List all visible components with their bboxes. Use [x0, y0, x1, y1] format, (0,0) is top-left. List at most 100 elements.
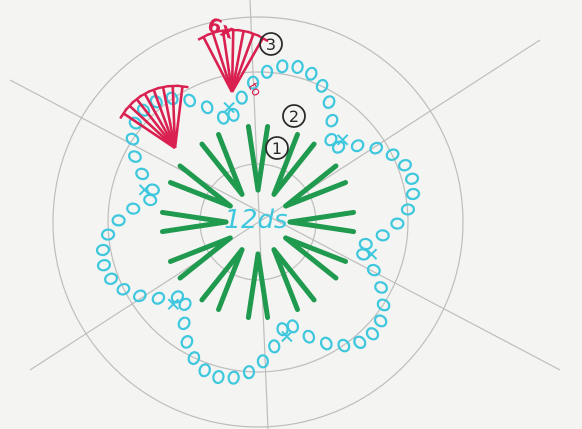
treble-stitch-23 [199, 141, 245, 197]
single-crochet-3 [281, 330, 293, 343]
round-3-badge-circle [259, 32, 283, 56]
guide-spoke-1 [9, 79, 561, 371]
treble-stitch-4 [271, 141, 317, 197]
chain-stitch-22 [358, 237, 373, 251]
chain-stitch-38 [227, 370, 240, 385]
chain-stitch-64 [183, 93, 197, 108]
chain-stitch-56 [145, 183, 160, 196]
chain-stitch-15 [385, 148, 400, 162]
chain-stitch-31 [319, 336, 333, 351]
chain-stitch-14 [369, 141, 384, 155]
stitch-top-bar-9 [197, 33, 210, 41]
treble-stitch-16 [199, 247, 245, 303]
chain-stitch-46 [151, 291, 166, 305]
single-crochet-4 [167, 298, 180, 310]
treble-stitch-10 [283, 235, 339, 281]
chain-stitch-48 [116, 282, 131, 296]
chain-stitch-45 [170, 290, 185, 304]
double-crochet-7 [171, 85, 177, 149]
treble-stitch-14 [245, 251, 261, 321]
chain-stitch-39 [212, 369, 225, 385]
chain-stitch-35 [268, 339, 281, 354]
treble-stitch-12 [271, 247, 300, 313]
chain-stitch-32 [302, 329, 316, 344]
chain-stitch-16 [397, 158, 412, 172]
chain-stitch-27 [373, 314, 388, 328]
chain-stitch-11 [324, 132, 338, 147]
treble-stitch-6 [283, 180, 349, 209]
double-crochet-12 [230, 29, 235, 93]
chain-stitch-53 [111, 214, 126, 227]
chain-stitch-41 [187, 351, 201, 366]
double-crochet-10 [211, 32, 234, 93]
chain-stitch-66 [216, 110, 230, 125]
treble-stitch-11 [271, 247, 317, 303]
double-crochet-9 [202, 36, 234, 93]
treble-stitch-9 [283, 235, 349, 264]
chain-stitch-49 [104, 272, 119, 286]
double-crochet-1 [122, 112, 176, 150]
treble-stitch-1 [245, 123, 261, 193]
double-crochet-4 [143, 93, 177, 149]
chain-stitch-23 [356, 248, 371, 261]
chain-stitch-29 [353, 335, 367, 349]
chain-stitch-3 [247, 75, 260, 90]
chain-stitch-44 [178, 297, 192, 312]
treble-stitch-8 [287, 219, 357, 235]
center-stitch-count: 12ds [224, 205, 287, 235]
double-crochet-14 [230, 33, 255, 93]
guide-circle-middle [107, 71, 409, 373]
double-crochet-2 [128, 104, 176, 149]
chain-stitch-37 [242, 365, 256, 380]
chain-stitch-18 [405, 187, 421, 201]
chain-stitch-7 [305, 66, 318, 81]
double-crochet-8 [173, 86, 184, 149]
treble-stitch-7 [287, 209, 357, 225]
chain-stitch-51 [95, 243, 111, 257]
chain-stitch-30 [337, 338, 351, 353]
round-3-stitch-fans [119, 28, 269, 150]
chain-stitch-28 [365, 327, 380, 341]
stitch-top-bar-11 [216, 28, 230, 33]
treble-stitch-17 [177, 235, 233, 281]
chain-stitch-12 [331, 140, 346, 154]
treble-stitch-18 [167, 235, 233, 264]
chain-stitch-26 [376, 298, 391, 312]
chain-stitch-21 [375, 229, 390, 242]
chain-stitch-42 [180, 335, 194, 349]
treble-stitch-20 [159, 209, 229, 225]
guide-spoke-3 [249, 0, 269, 429]
chain-stitch-57 [135, 167, 150, 181]
stitch-top-bar-13 [237, 28, 250, 34]
round-3-number: 3 [266, 35, 276, 54]
chain-stitch-6 [291, 59, 304, 75]
chain-stitch-24 [366, 263, 381, 277]
chain-stitch-19 [400, 203, 416, 216]
treble-stitch-15 [216, 247, 245, 313]
treble-stitch-2 [255, 123, 271, 193]
treble-stitch-22 [177, 163, 233, 209]
round-2-badge-circle [282, 104, 306, 128]
chain-stitch-40 [198, 363, 211, 378]
treble-stitch-13 [255, 251, 271, 321]
chain-stitch-52 [100, 228, 116, 241]
treble-stitch-24 [216, 131, 245, 197]
chain-stitch-59 [125, 132, 140, 146]
chain-stitch-2 [235, 90, 248, 105]
chain-stitch-10 [325, 113, 339, 128]
chain-stitch-9 [322, 95, 336, 109]
single-crochet-1 [336, 134, 349, 146]
stitch-top-bar-14 [247, 30, 260, 38]
stitch-top-bar-15 [257, 34, 269, 43]
chain-stitch-17 [405, 172, 420, 185]
chain-stitch-4 [260, 64, 274, 79]
round-1-stitches [159, 123, 357, 321]
stitch-top-bar-10 [206, 30, 220, 36]
chain-stitch-65 [200, 100, 214, 115]
chain-stitch-63 [165, 91, 179, 106]
double-crochet-15 [230, 37, 264, 93]
chain-stitch-47 [132, 289, 147, 303]
chain-stitch-20 [390, 217, 405, 230]
chain-stitch-25 [374, 281, 388, 294]
